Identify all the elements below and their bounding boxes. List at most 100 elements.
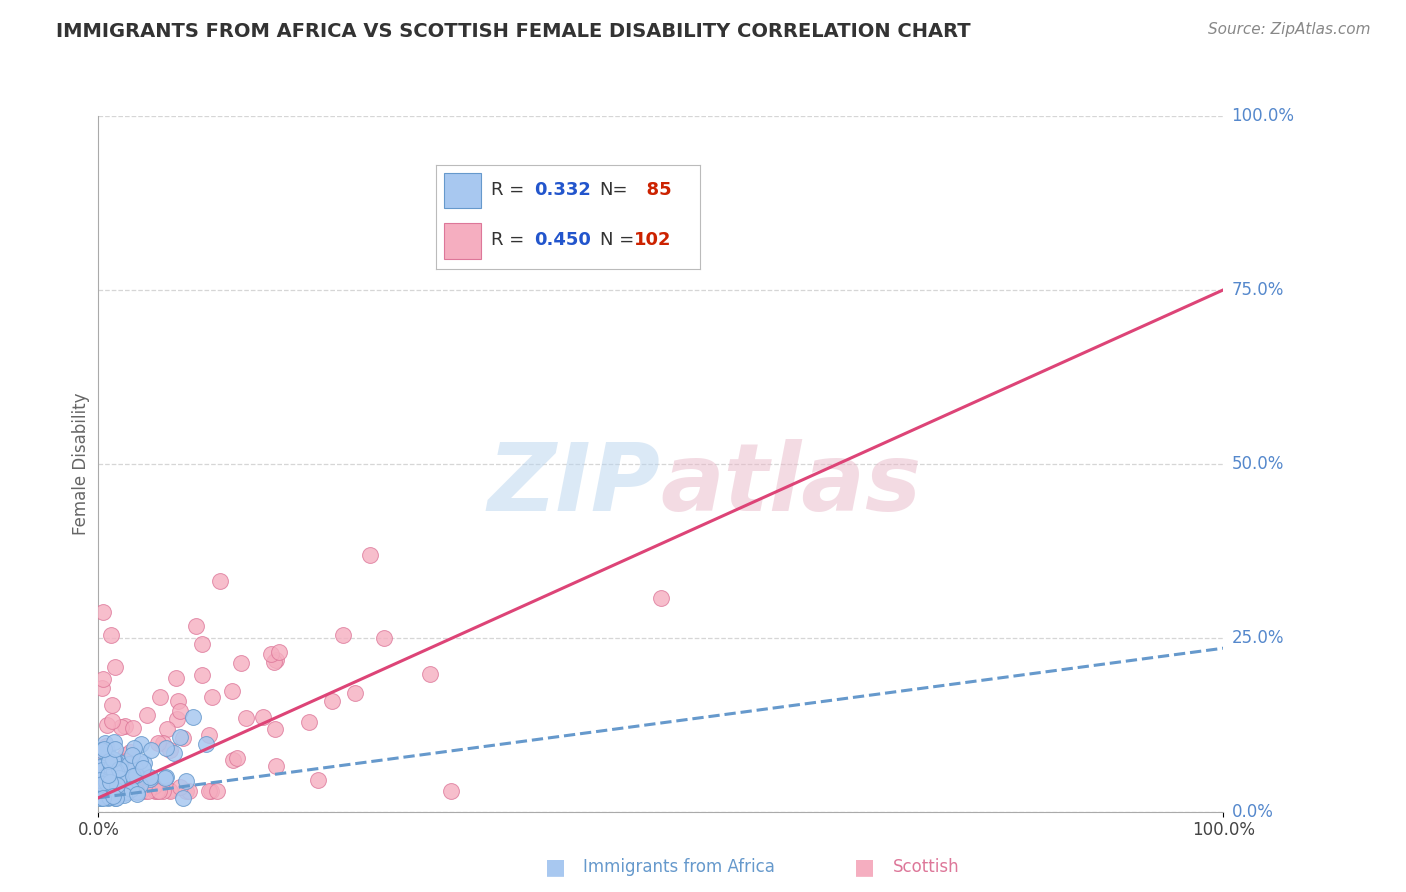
Text: Source: ZipAtlas.com: Source: ZipAtlas.com xyxy=(1208,22,1371,37)
Point xyxy=(179,784,201,798)
Point xyxy=(98,754,121,768)
Point xyxy=(89,766,111,780)
Point xyxy=(118,745,141,759)
Point xyxy=(117,757,139,772)
Point xyxy=(100,785,122,799)
Point xyxy=(107,773,129,788)
Point xyxy=(90,784,112,798)
Point xyxy=(97,784,120,798)
Point xyxy=(96,718,118,732)
Point xyxy=(221,683,243,698)
Point xyxy=(104,764,127,778)
Point xyxy=(127,785,149,799)
Point xyxy=(96,784,118,798)
Text: ■: ■ xyxy=(546,857,565,877)
Point xyxy=(127,784,149,798)
Text: 75.0%: 75.0% xyxy=(1232,281,1284,299)
Bar xyxy=(444,173,481,209)
Point xyxy=(91,784,114,798)
Point xyxy=(114,748,136,763)
Point xyxy=(419,667,441,681)
Point xyxy=(118,756,141,771)
Point xyxy=(172,790,194,805)
Point xyxy=(94,771,117,785)
Point xyxy=(91,672,114,686)
Point xyxy=(132,762,155,776)
Point xyxy=(166,671,188,685)
Point xyxy=(194,737,217,751)
Point xyxy=(124,760,146,774)
Point xyxy=(97,779,120,793)
Point xyxy=(90,772,112,786)
Point xyxy=(128,784,150,798)
Point xyxy=(110,779,132,793)
Point xyxy=(115,784,138,798)
Text: N=: N= xyxy=(600,181,628,199)
Point xyxy=(104,790,127,805)
Point xyxy=(112,786,135,800)
Point xyxy=(94,768,117,782)
Point xyxy=(103,752,125,766)
Point xyxy=(139,770,162,784)
Point xyxy=(91,763,114,777)
Point xyxy=(129,755,152,769)
Point xyxy=(105,763,128,777)
Y-axis label: Female Disability: Female Disability xyxy=(72,392,90,535)
Text: 0.0%: 0.0% xyxy=(1232,803,1274,821)
Point xyxy=(105,775,128,789)
Point xyxy=(138,772,160,786)
Point xyxy=(105,782,128,797)
Point xyxy=(134,756,156,770)
Point xyxy=(89,790,111,805)
Point xyxy=(169,780,191,794)
Point xyxy=(172,731,194,745)
Point xyxy=(269,645,291,659)
Point xyxy=(263,655,285,669)
Point xyxy=(131,784,153,798)
Point xyxy=(91,777,114,791)
Point xyxy=(153,772,176,786)
Point xyxy=(89,784,111,798)
Point xyxy=(104,755,127,769)
Point xyxy=(104,742,127,756)
Point xyxy=(146,736,169,750)
Point xyxy=(197,784,219,798)
Text: R =: R = xyxy=(491,181,530,199)
Point xyxy=(191,637,214,651)
Point xyxy=(97,790,120,805)
Point xyxy=(101,778,124,792)
Point xyxy=(91,747,114,762)
Point xyxy=(225,751,247,765)
Point xyxy=(120,769,142,783)
Point xyxy=(125,768,148,782)
Point xyxy=(107,755,129,769)
Text: N =: N = xyxy=(600,231,634,249)
Point xyxy=(103,753,125,767)
Point xyxy=(110,720,132,734)
Point xyxy=(174,784,197,798)
Point xyxy=(181,710,204,724)
Point xyxy=(156,722,179,736)
Point xyxy=(117,784,139,798)
Point xyxy=(264,723,287,737)
Point xyxy=(100,760,122,774)
Point xyxy=(155,770,177,784)
Point xyxy=(101,784,124,798)
Point xyxy=(103,734,125,748)
Point xyxy=(108,755,131,769)
Point xyxy=(138,784,160,798)
Point xyxy=(167,694,190,708)
Point xyxy=(124,772,146,787)
Point xyxy=(117,784,139,798)
Point xyxy=(100,778,122,792)
Point xyxy=(129,738,152,752)
Point xyxy=(94,739,117,754)
Text: Scottish: Scottish xyxy=(893,858,959,876)
Point xyxy=(118,772,141,786)
Point xyxy=(321,694,343,708)
Text: 100.0%: 100.0% xyxy=(1232,107,1295,125)
Point xyxy=(440,784,463,798)
Point xyxy=(264,759,287,773)
Point xyxy=(136,773,159,788)
Point xyxy=(222,753,245,767)
